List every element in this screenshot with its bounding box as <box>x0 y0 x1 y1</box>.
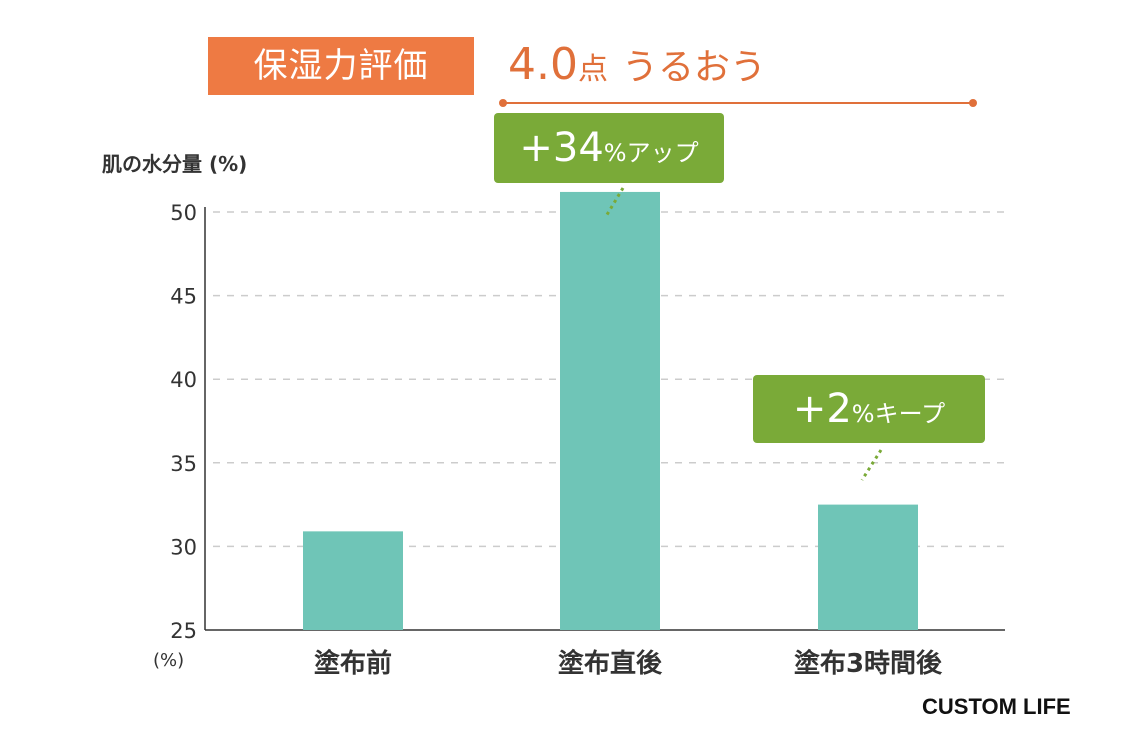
callout-value: +34 <box>519 125 604 171</box>
score-unit: 点 <box>577 52 608 87</box>
y-tick-label: 30 <box>170 535 197 559</box>
bar-1 <box>303 531 403 630</box>
unit-note: (%) <box>153 650 185 671</box>
score-value: 4.0 <box>508 39 578 90</box>
x-tick-label: 塗布3時間後 <box>794 648 943 679</box>
callout-3-hours-after: +2%キープ <box>753 375 985 443</box>
callout-pointer <box>860 449 883 481</box>
callout-value: +2 <box>792 386 852 432</box>
bar-3 <box>818 504 918 630</box>
title-badge: 保湿力評価 <box>208 37 474 95</box>
y-tick-label: 35 <box>170 452 197 476</box>
callout-after-application: +34%アップ <box>494 113 724 183</box>
x-tick-label: 塗布前 <box>314 648 392 679</box>
underline-dot <box>969 99 977 107</box>
x-tick-label: 塗布直後 <box>558 648 663 679</box>
score-rating: 4.0点 うるおう <box>508 30 766 105</box>
bar-2 <box>560 191 660 630</box>
underline-dot <box>499 99 507 107</box>
y-tick-label: 50 <box>170 201 197 225</box>
y-tick-label: 25 <box>170 619 197 643</box>
callout-unit: %キープ <box>851 400 946 428</box>
callout-unit: %アップ <box>603 139 699 167</box>
callout-pointer <box>603 187 625 219</box>
y-tick-label: 40 <box>170 368 197 392</box>
y-axis-label: 肌の水分量 (%) <box>102 152 248 176</box>
brand-logo: CUSTOM LIFE <box>922 694 1071 719</box>
y-tick-label: 45 <box>170 285 197 309</box>
score-word: うるおう <box>621 47 766 88</box>
